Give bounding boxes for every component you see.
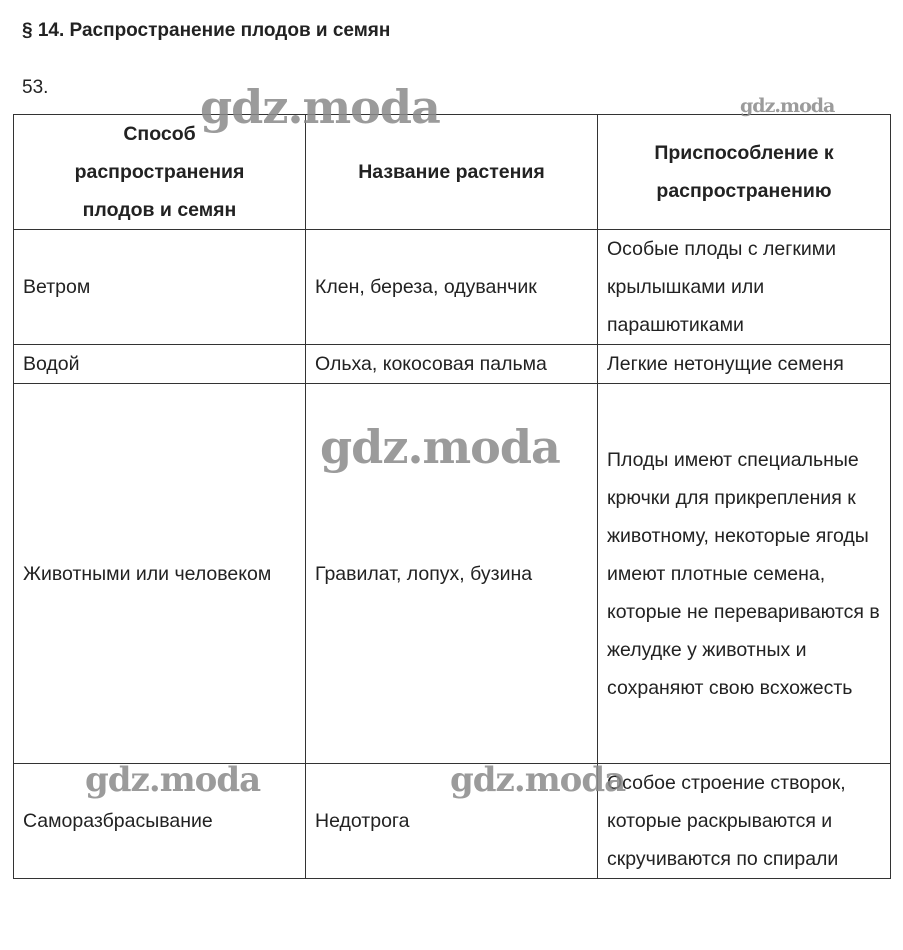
cell-plant: Ольха, кокосовая пальма xyxy=(305,344,598,384)
watermark-logo: gdz.moda xyxy=(200,80,441,134)
cell-adaptation: Легкие нетонущие семеня xyxy=(597,344,891,384)
table-row: Водой Ольха, кокосовая пальма Легкие нет… xyxy=(13,344,891,384)
cell-plant: Гравилат, лопух, бузина xyxy=(305,383,598,764)
header-adaptation: Приспособление к распространению xyxy=(597,114,891,230)
header-method: Способ распространения плодов и семян xyxy=(13,114,306,230)
table-row: Саморазбрасывание Недотрога Особое строе… xyxy=(13,763,891,879)
cell-method: Животными или человеком xyxy=(13,383,306,764)
cell-method: Ветром xyxy=(13,229,306,345)
watermark-logo: gdz.moda xyxy=(450,760,626,800)
cell-adaptation: Особые плоды с легкими крылышками или па… xyxy=(597,229,891,345)
cell-method: Водой xyxy=(13,344,306,384)
table-row: Ветром Клен, береза, одуванчик Особые пл… xyxy=(13,229,891,345)
dispersal-table: Способ распространения плодов и семян На… xyxy=(13,114,891,879)
cell-plant: Недотрога xyxy=(305,763,598,879)
exercise-number: 53. xyxy=(22,77,49,98)
watermark-logo: gdz.moda xyxy=(740,95,835,117)
cell-method: Саморазбрасывание xyxy=(13,763,306,879)
table-header-row: Способ распространения плодов и семян На… xyxy=(13,114,891,230)
page-title: § 14. Распространение плодов и семян xyxy=(22,20,391,41)
cell-plant: Клен, береза, одуванчик xyxy=(305,229,598,345)
table-row: Животными или человеком Гравилат, лопух,… xyxy=(13,383,891,764)
watermark-logo: gdz.moda xyxy=(85,760,261,800)
cell-adaptation: Плоды имеют специальные крючки для прикр… xyxy=(597,383,891,764)
cell-adaptation: Особое строение створок, которые раскрыв… xyxy=(597,763,891,879)
watermark-logo: gdz.moda xyxy=(320,420,561,474)
